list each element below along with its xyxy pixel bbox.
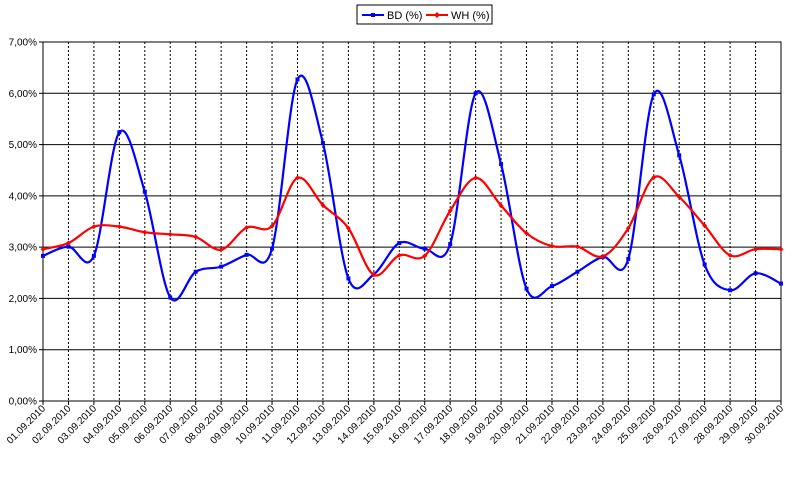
data-point-bd bbox=[702, 262, 707, 267]
legend-marker-wh bbox=[434, 12, 440, 18]
data-point-bd bbox=[91, 253, 96, 258]
legend-box bbox=[356, 4, 493, 25]
data-point-wh bbox=[727, 252, 733, 258]
data-point-bd bbox=[219, 264, 224, 269]
data-point-bd bbox=[397, 241, 402, 246]
y-axis: 0,00% 1,00% 2,00% 3,00% 4,00% 5,00% 6,00% 7,00% bbox=[9, 38, 43, 408]
data-point-bd bbox=[499, 162, 504, 167]
data-point-wh bbox=[524, 230, 530, 236]
data-point-wh bbox=[625, 225, 631, 231]
data-point-wh bbox=[396, 252, 402, 258]
legend-label-wh: WH (%) bbox=[451, 10, 490, 22]
data-point-wh bbox=[345, 225, 351, 231]
data-point-bd bbox=[168, 295, 173, 300]
data-point-wh bbox=[294, 175, 300, 181]
data-point-bd bbox=[117, 130, 122, 135]
data-point-bd bbox=[193, 269, 198, 274]
data-point-wh bbox=[676, 194, 682, 200]
y-tick-label: 4,00% bbox=[9, 191, 37, 202]
data-point-wh bbox=[702, 223, 708, 229]
data-point-bd bbox=[473, 91, 478, 96]
y-tick-label: 5,00% bbox=[9, 140, 37, 151]
data-point-wh bbox=[40, 246, 46, 252]
data-point-bd bbox=[753, 271, 758, 276]
data-point-wh bbox=[651, 174, 657, 180]
data-point-wh bbox=[778, 246, 784, 252]
data-point-wh bbox=[91, 224, 97, 230]
data-point-wh bbox=[574, 244, 580, 250]
plot-area bbox=[42, 41, 782, 402]
data-point-bd bbox=[626, 256, 631, 261]
data-point-wh bbox=[447, 208, 453, 214]
data-point-wh bbox=[244, 225, 250, 231]
legend-marker-bd bbox=[371, 13, 375, 17]
data-point-wh bbox=[600, 253, 606, 259]
data-point-bd bbox=[346, 276, 351, 281]
data-point-bd bbox=[320, 141, 325, 146]
x-axis: 01.09.201002.09.201003.09.201004.09.2010… bbox=[5, 401, 786, 447]
data-point-wh bbox=[320, 202, 326, 208]
y-tick-label: 1,00% bbox=[9, 345, 37, 356]
data-point-bd bbox=[244, 252, 249, 257]
legend: BD (%) WH (%) bbox=[356, 4, 493, 25]
data-point-wh bbox=[142, 229, 148, 235]
data-point-bd bbox=[295, 77, 300, 82]
y-tick-label: 6,00% bbox=[9, 89, 37, 100]
data-point-bd bbox=[270, 246, 275, 251]
data-point-wh bbox=[473, 175, 479, 181]
data-point-wh bbox=[193, 234, 199, 240]
y-tick-label: 2,00% bbox=[9, 294, 37, 305]
data-point-bd bbox=[422, 246, 427, 251]
data-point-wh bbox=[167, 231, 173, 237]
y-tick-label: 7,00% bbox=[9, 38, 37, 49]
data-point-wh bbox=[65, 240, 71, 246]
y-tick-label: 3,00% bbox=[9, 243, 37, 254]
data-point-bd bbox=[651, 92, 656, 97]
data-point-wh bbox=[269, 223, 275, 229]
data-point-bd bbox=[575, 269, 580, 274]
data-point-wh bbox=[371, 272, 377, 278]
data-point-bd bbox=[549, 284, 554, 289]
grid-lines bbox=[43, 42, 781, 401]
data-point-bd bbox=[66, 244, 71, 249]
data-point-bd bbox=[677, 153, 682, 158]
data-point-bd bbox=[41, 253, 45, 258]
data-point-wh bbox=[422, 253, 428, 259]
data-point-wh bbox=[498, 203, 504, 209]
y-tick-label: 0,00% bbox=[9, 397, 37, 408]
data-point-wh bbox=[116, 224, 122, 230]
series-group bbox=[40, 74, 784, 302]
data-point-bd bbox=[779, 281, 783, 286]
data-point-wh bbox=[549, 243, 555, 249]
data-point-wh bbox=[218, 247, 224, 253]
data-point-bd bbox=[448, 242, 453, 247]
data-point-bd bbox=[728, 288, 733, 293]
data-point-wh bbox=[753, 246, 759, 252]
data-point-bd bbox=[524, 286, 529, 291]
data-point-bd bbox=[142, 189, 147, 194]
legend-label-bd: BD (%) bbox=[387, 10, 422, 22]
